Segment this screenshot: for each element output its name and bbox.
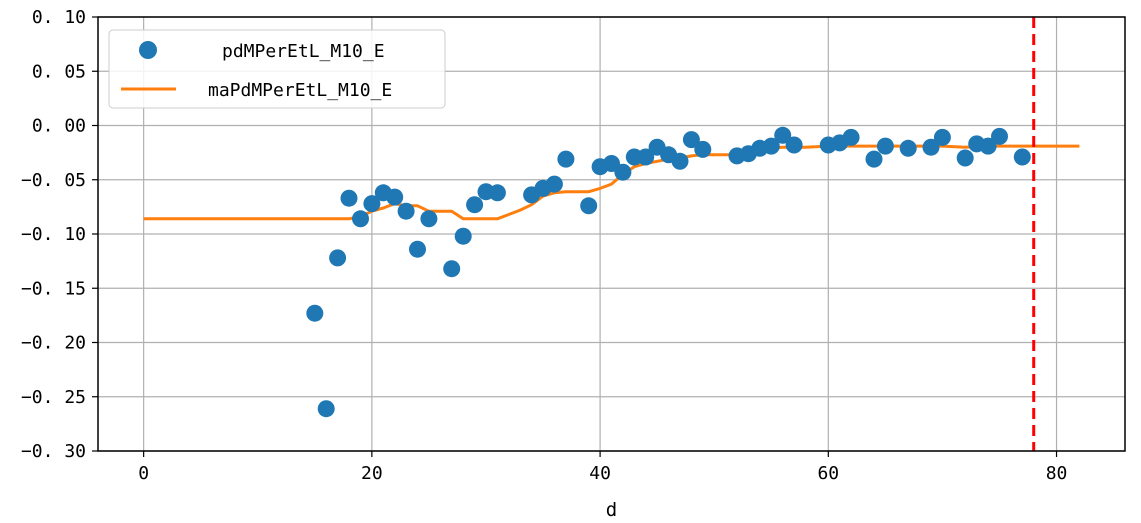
axis-ticks: 0 20 40 60 80 0. 10 0. 05 0. 00 −0. 05 −0. 10 −0. … (21, 7, 1067, 484)
plot-area (143, 17, 1080, 451)
data-point (774, 126, 792, 144)
data-point (682, 131, 700, 149)
y-tick-label: −0. 30 (21, 441, 86, 462)
x-axis-label: d (606, 499, 617, 521)
data-point (785, 136, 803, 154)
x-tick-label: 0 (138, 463, 149, 484)
x-tick-label: 80 (1046, 463, 1068, 484)
x-tick-label: 20 (361, 463, 383, 484)
y-tick-label: −0. 10 (21, 224, 86, 245)
data-point (443, 260, 461, 278)
data-point (580, 197, 598, 215)
y-tick-label: 0. 00 (32, 116, 86, 137)
data-point (386, 188, 404, 206)
data-point (1013, 148, 1031, 166)
data-point (876, 137, 894, 155)
data-point (865, 150, 883, 168)
data-point (614, 163, 632, 181)
y-tick-label: 0. 05 (32, 61, 86, 82)
data-point (671, 152, 689, 170)
data-point (842, 128, 860, 146)
data-point (409, 240, 426, 258)
legend: pdMPerEtL_M10_E maPdMPerEtL_M10_E (108, 29, 446, 109)
data-point (329, 249, 347, 267)
data-point (762, 137, 780, 155)
data-point (637, 148, 655, 166)
data-point (340, 189, 358, 207)
data-point (397, 202, 415, 220)
y-tick-label: −0. 05 (21, 170, 86, 191)
data-point (454, 227, 472, 245)
data-point (488, 184, 506, 202)
y-tick-label: −0. 20 (21, 333, 86, 354)
data-point (694, 140, 712, 158)
data-point (956, 149, 974, 167)
legend-label-line: maPdMPerEtL_M10_E (208, 80, 392, 101)
data-point (420, 210, 438, 228)
x-tick-label: 60 (817, 463, 839, 484)
data-point (352, 210, 369, 228)
data-point (545, 175, 563, 193)
legend-marker-scatter (139, 41, 157, 59)
data-point (991, 127, 1008, 145)
data-point (979, 137, 997, 155)
data-point (466, 196, 484, 214)
legend-box (108, 29, 446, 109)
legend-label-scatter: pdMPerEtL_M10_E (222, 41, 385, 62)
data-point (899, 139, 917, 157)
data-point (317, 400, 335, 418)
data-point (922, 138, 940, 156)
y-tick-label: −0. 15 (21, 278, 86, 299)
y-tick-label: 0. 10 (32, 7, 86, 28)
data-point (306, 304, 324, 322)
data-point (933, 128, 951, 146)
data-point (557, 150, 575, 168)
y-tick-label: −0. 25 (21, 387, 86, 408)
data-point (363, 195, 381, 213)
x-tick-label: 40 (589, 463, 611, 484)
